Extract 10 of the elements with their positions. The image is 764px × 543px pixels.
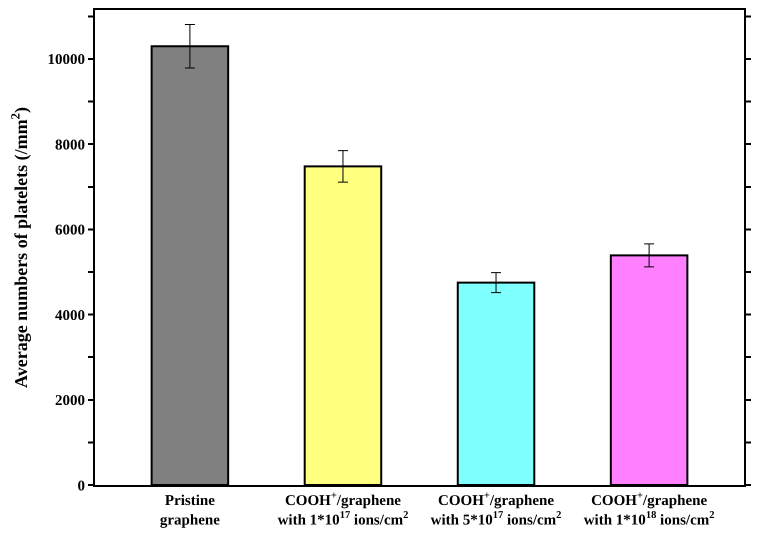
y-tick-label: 6000 [55,222,85,239]
y-tick-label: 8000 [55,137,85,154]
y-tick-label: 10000 [48,52,85,68]
x-tick-label: COOH$^{+}$/graphene with 1*10$^{18}$ ions/cm$^{2}$ [584,490,714,528]
x-tick-label: Pristine graphene [160,493,220,528]
y-tick-label: 0 [78,478,85,494]
x-tick-label: COOH$^{+}$/graphene with 5*10$^{17}$ ions/cm$^{2}$ [430,490,562,528]
y-tick-label: 2000 [55,393,85,410]
x-tick-label: COOH$^{+}$/graphene with 1*10$^{17}$ ions/cm$^{2}$ [278,490,408,528]
y-tick-label: 4000 [55,308,85,324]
